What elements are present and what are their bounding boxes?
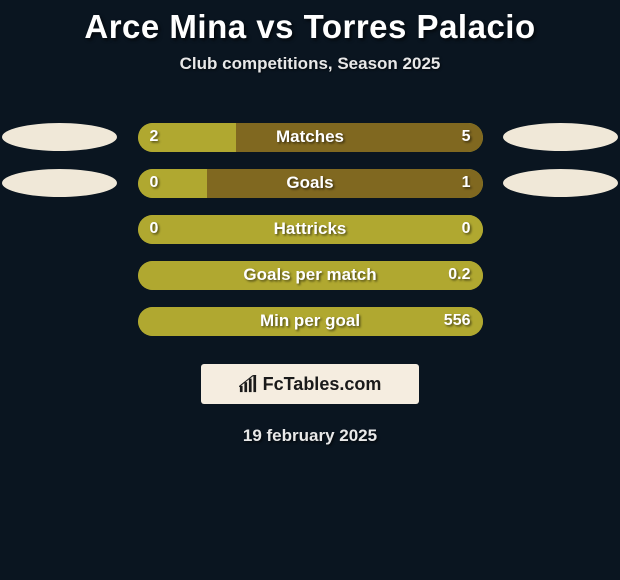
stat-row: Matches25: [0, 114, 620, 160]
stat-row: Hattricks00: [0, 206, 620, 252]
footer-date: 19 february 2025: [0, 426, 620, 446]
page-subtitle: Club competitions, Season 2025: [0, 54, 620, 74]
player-left-marker: [2, 169, 117, 197]
page-title: Arce Mina vs Torres Palacio: [0, 8, 620, 46]
brand-text: FcTables.com: [263, 374, 382, 395]
stat-bar: Goals01: [138, 169, 483, 198]
stat-bar: Hattricks00: [138, 215, 483, 244]
stat-bar: Min per goal556: [138, 307, 483, 336]
stat-bar-left-fill: [138, 307, 483, 336]
stat-rows: Matches25 Goals01 Hattricks00 Goals per mat…: [0, 114, 620, 344]
player-right-marker: [503, 169, 618, 197]
player-left-marker: [2, 123, 117, 151]
stat-row: Goals per match0.2: [0, 252, 620, 298]
stat-bar: Matches25: [138, 123, 483, 152]
stat-bar-right-fill: [236, 123, 482, 152]
stat-row: Goals01: [0, 160, 620, 206]
stat-bar: Goals per match0.2: [138, 261, 483, 290]
stat-bar-left-fill: [138, 261, 483, 290]
stat-bar-left-fill: [138, 123, 237, 152]
comparison-card: Arce Mina vs Torres Palacio Club competi…: [0, 0, 620, 446]
bar-chart-icon: [239, 375, 257, 393]
player-right-marker: [503, 123, 618, 151]
stat-bar-right-fill: [207, 169, 483, 198]
brand-badge[interactable]: FcTables.com: [201, 364, 419, 404]
stat-row: Min per goal556: [0, 298, 620, 344]
stat-bar-left-fill: [138, 215, 483, 244]
stat-bar-left-fill: [138, 169, 207, 198]
